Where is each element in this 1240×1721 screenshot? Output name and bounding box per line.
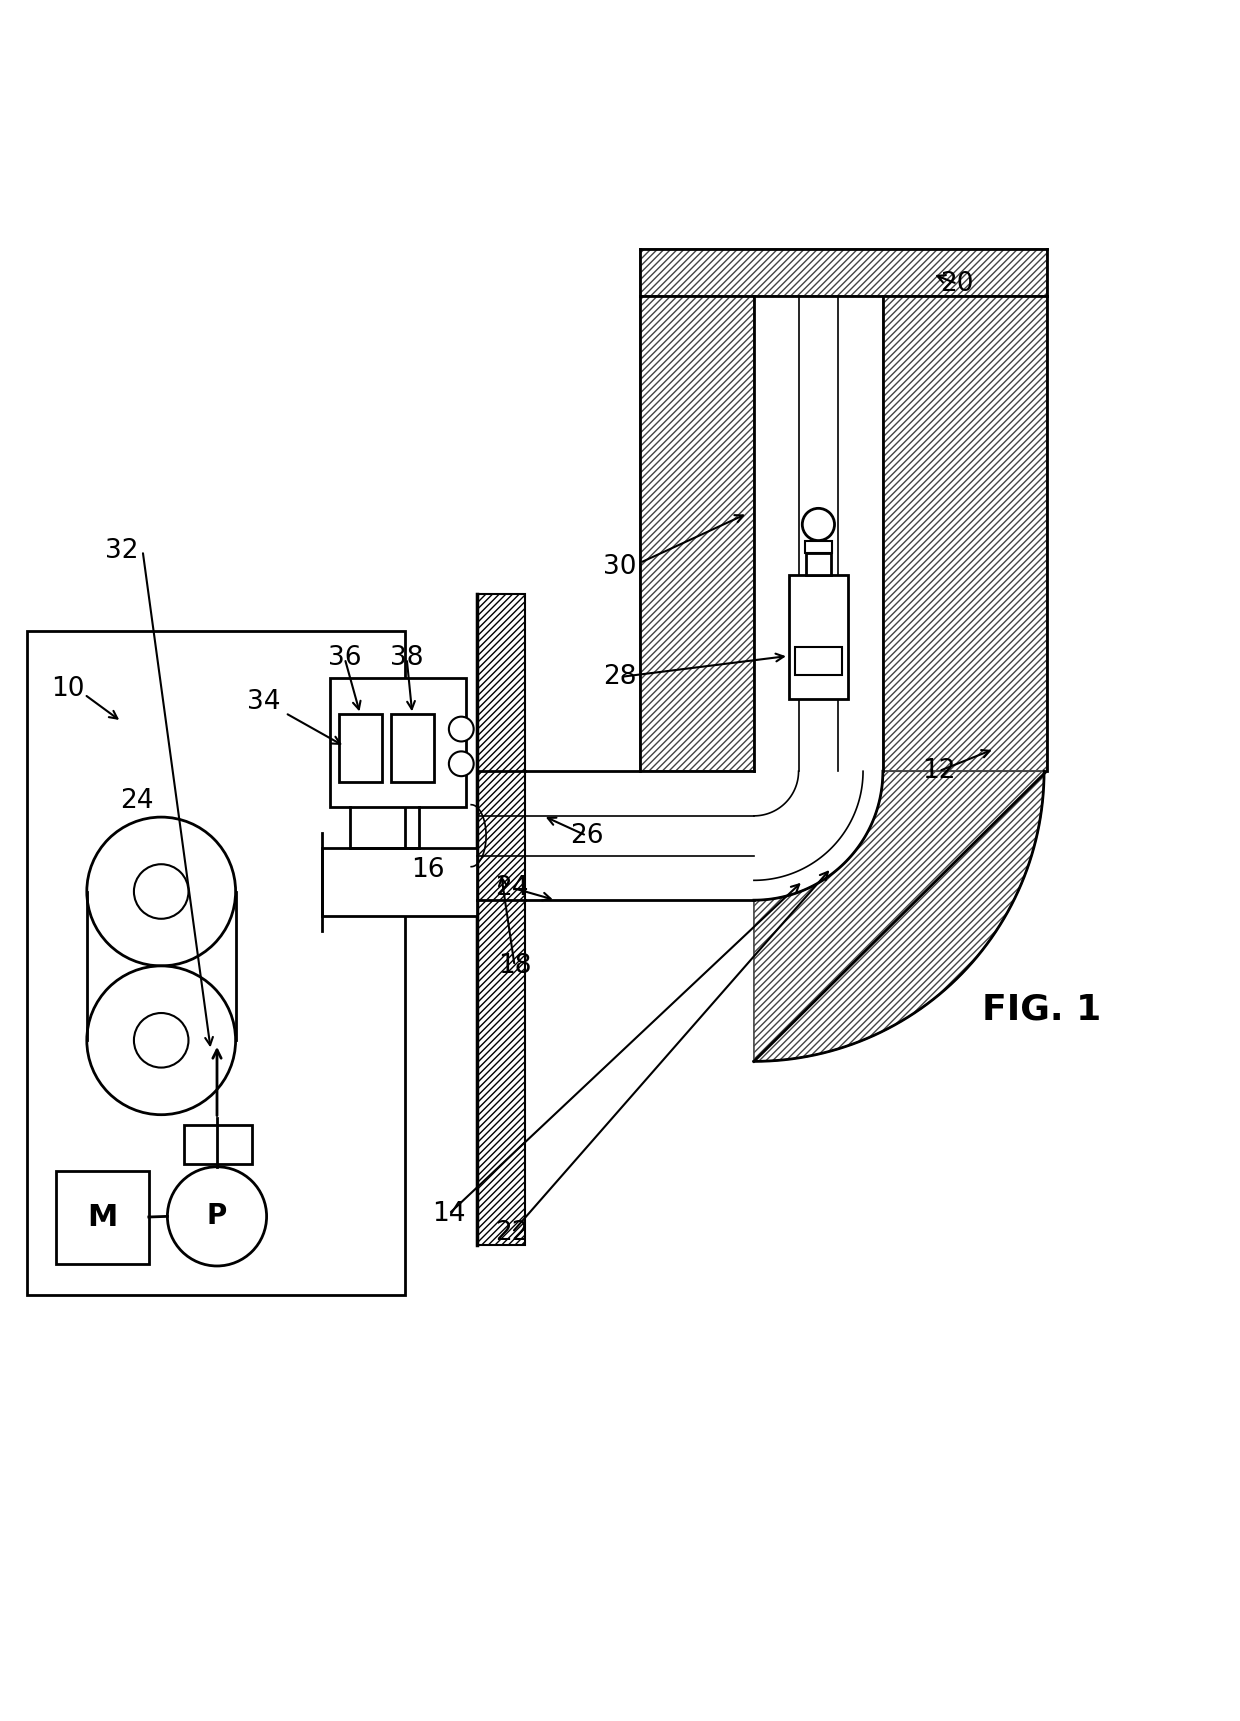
Text: M: M	[87, 1203, 118, 1232]
Text: P: P	[207, 1203, 227, 1231]
Bar	[640, 250, 1047, 296]
Bar	[477, 594, 525, 1244]
Text: 24: 24	[495, 874, 529, 900]
Circle shape	[802, 508, 835, 540]
Bar	[640, 296, 754, 771]
Bar	[883, 296, 1047, 771]
Text: 28: 28	[603, 664, 637, 690]
Bar	[391, 714, 434, 783]
Circle shape	[134, 1014, 188, 1067]
Bar	[789, 575, 848, 699]
Circle shape	[449, 716, 474, 742]
Circle shape	[134, 864, 188, 919]
Text: 10: 10	[51, 676, 86, 702]
Bar	[184, 1124, 252, 1165]
Circle shape	[167, 1167, 267, 1267]
Bar	[806, 552, 831, 575]
Bar	[27, 632, 405, 1294]
Text: 34: 34	[247, 688, 281, 714]
Text: 26: 26	[569, 823, 604, 848]
Bar	[56, 1170, 149, 1263]
Text: 18: 18	[497, 953, 532, 979]
Text: 14: 14	[432, 1201, 466, 1227]
Circle shape	[449, 752, 474, 776]
Text: 36: 36	[327, 645, 362, 671]
Text: 16: 16	[410, 857, 445, 883]
Text: 30: 30	[603, 554, 637, 580]
Text: 22: 22	[495, 1220, 529, 1246]
Text: 20: 20	[940, 270, 975, 298]
Bar	[805, 540, 832, 552]
Text: 24: 24	[119, 788, 154, 814]
Text: 38: 38	[389, 645, 424, 671]
Bar	[795, 647, 842, 675]
Circle shape	[87, 817, 236, 965]
Circle shape	[87, 965, 236, 1115]
Text: FIG. 1: FIG. 1	[982, 993, 1101, 1026]
Bar	[339, 714, 382, 783]
Text: 32: 32	[104, 537, 139, 563]
Bar	[322, 848, 477, 916]
Text: 12: 12	[921, 759, 956, 785]
Bar	[330, 678, 466, 807]
